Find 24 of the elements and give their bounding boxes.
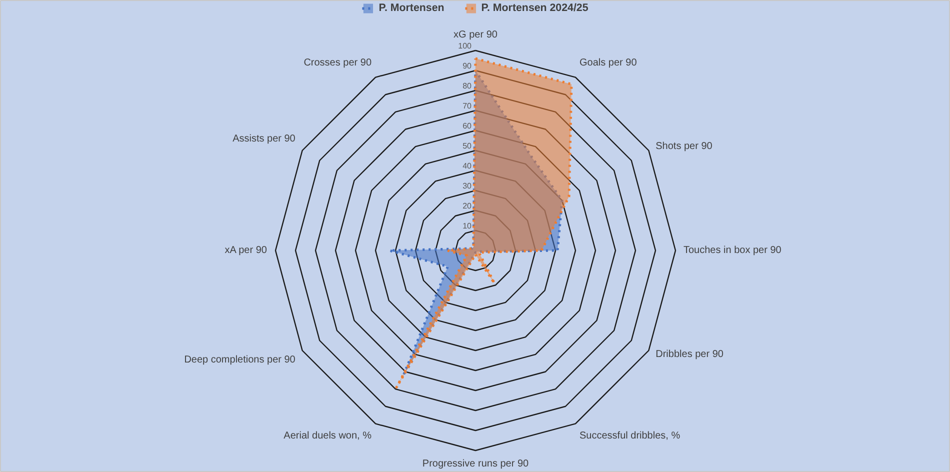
spoke-label: xG per 90: [454, 30, 498, 40]
y-tick-label: 30: [462, 182, 472, 190]
spoke-label: xA per 90: [224, 245, 268, 256]
legend-label: P. Mortensen: [378, 2, 444, 14]
spoke-label: Shots per 90: [656, 141, 713, 152]
y-tick-label: 20: [462, 202, 472, 210]
spoke-label: Dribbles per 90: [656, 349, 724, 360]
y-tick-label: 50: [462, 142, 472, 150]
y-tick-label: 60: [462, 122, 472, 130]
spoke-label: Deep completions per 90: [184, 354, 296, 366]
spoke-label: Successful dribbles, %: [580, 430, 680, 442]
spoke-label: Progressive runs per 90: [422, 458, 530, 470]
spoke-label: Assists per 90: [232, 134, 296, 144]
y-tick-label: 70: [462, 102, 472, 110]
y-tick-label: 80: [462, 82, 472, 90]
spoke-label: Goals per 90: [580, 57, 638, 68]
y-tick-label: 40: [462, 162, 472, 170]
y-tick-label: 100: [458, 42, 472, 50]
spoke-label: Aerial duels won, %: [284, 430, 372, 442]
spoke-label: Touches in box per 90: [684, 245, 782, 256]
y-tick-label: 10: [462, 222, 472, 230]
spoke-label: Crosses per 90: [304, 57, 372, 68]
legend-label: P. Mortensen 2024/25: [481, 2, 588, 14]
y-tick-label: 90: [462, 62, 472, 70]
